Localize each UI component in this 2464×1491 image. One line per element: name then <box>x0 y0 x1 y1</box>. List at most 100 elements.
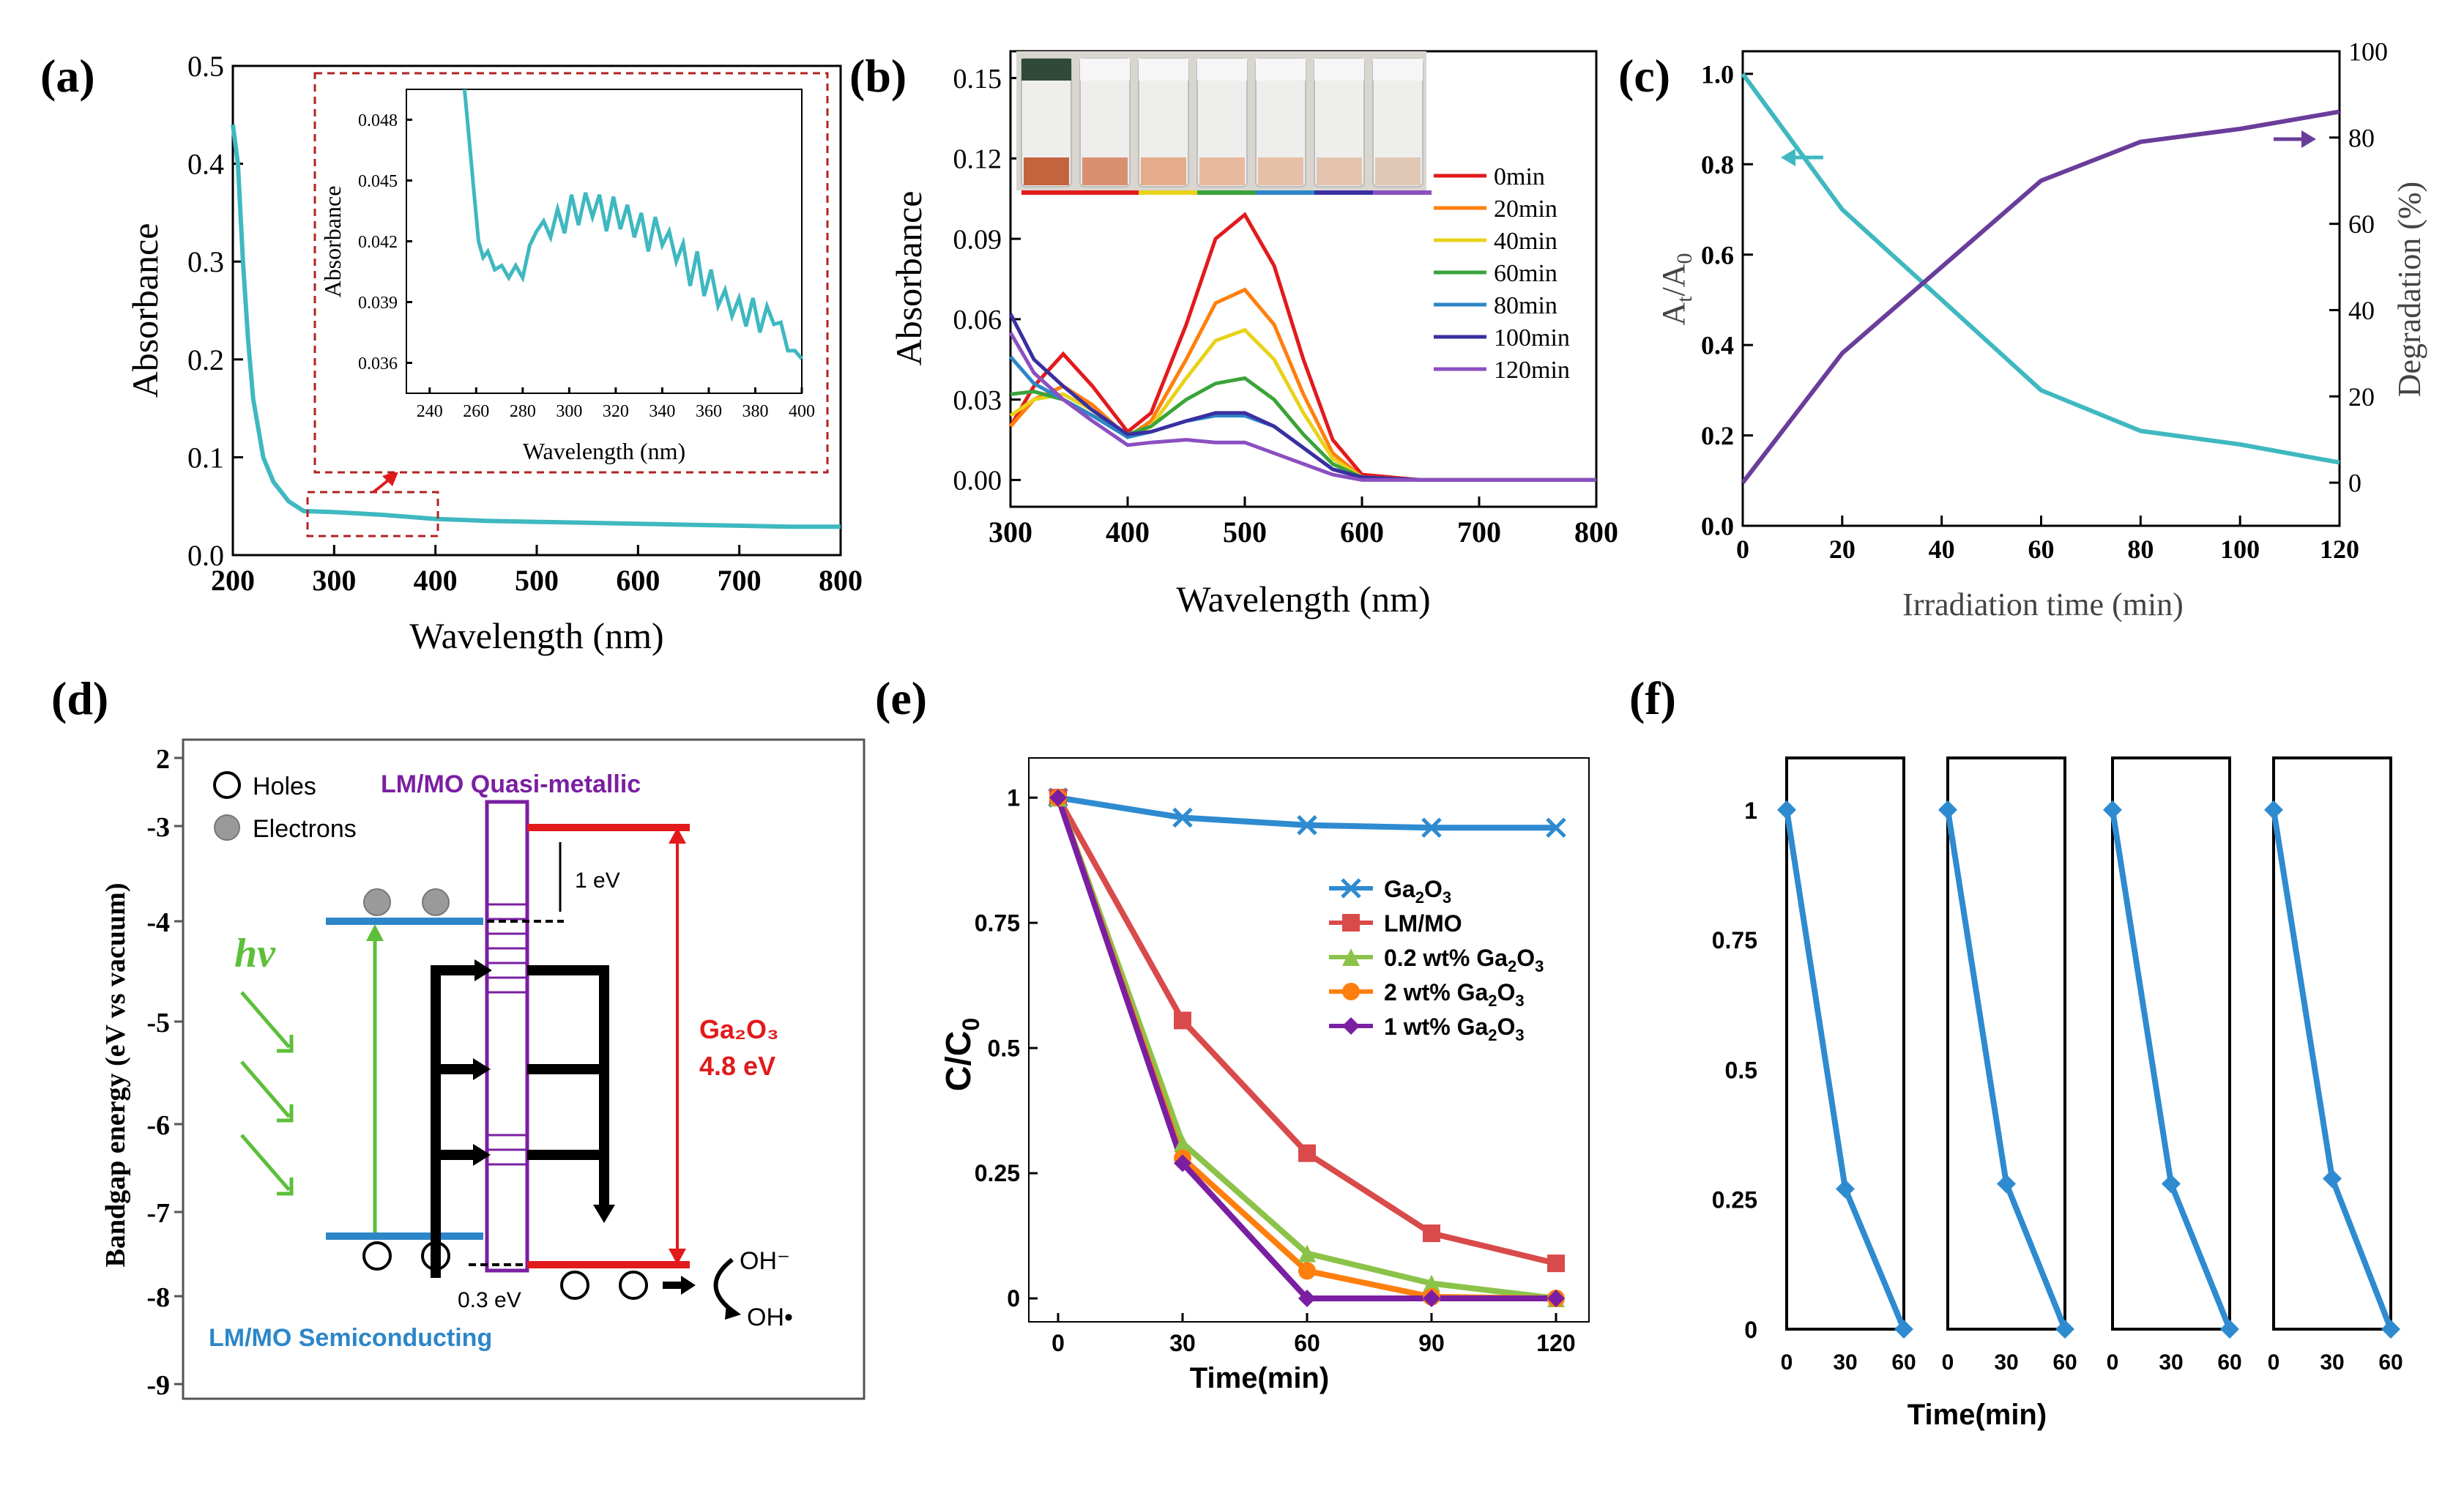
panel-e-legend-label: 0.2 wt% Ga2O3 <box>1384 945 1544 975</box>
panel-c-degradation-line <box>1741 109 2340 484</box>
panel-a-inset-ytick-label: 0.039 <box>358 294 398 313</box>
transfer-arrowhead-down <box>593 1205 615 1223</box>
panel-b-xtick-label: 800 <box>1574 516 1618 549</box>
panel-f-data-point <box>2220 1320 2239 1339</box>
panel-e-data-point <box>1547 1254 1565 1273</box>
panel-b-lines <box>1008 212 1596 482</box>
svg-text:C/C0: C/C0 <box>939 1018 984 1091</box>
panel-a-inset-xtick-label: 380 <box>742 402 768 421</box>
panel-d-frame <box>182 738 866 1400</box>
panel-a-inset-ylabel: Absorbance <box>319 186 346 298</box>
light-arrow <box>240 991 291 1049</box>
panel-c-ticks: 0 20 40 60 80 100 120 0.0 0.2 0.4 0.6 0.8 1.0 0 20 40 60… <box>1701 37 2388 564</box>
legend-formula-sub: 3 <box>1443 888 1451 907</box>
panel-f-data-point <box>1894 1320 1913 1339</box>
panel-e-data-point <box>1298 1290 1316 1307</box>
panel-e-ytick-label: 0.5 <box>988 1035 1020 1061</box>
panel-f-xtick-label: 30 <box>2320 1350 2344 1375</box>
vial-liquid <box>1141 157 1186 185</box>
vial-cap <box>1314 59 1364 81</box>
panel-a-ticks: 200 300 400 500 600 700 800 0.0 0.1 0.2 0.3 0.4 0.5 <box>187 50 863 597</box>
vial-color-stripe <box>1021 190 1080 195</box>
panel-b-ytick-label: 0.03 <box>953 385 1002 416</box>
panel-f-cycle-frame <box>2272 756 2392 1331</box>
panel-e-legend-marker <box>1341 878 1361 899</box>
panel-c-xtick-label: 80 <box>2127 535 2154 564</box>
panel-a-ytick-label: 0.2 <box>187 343 224 376</box>
panel-a-inset-ytick-label: 0.048 <box>358 111 398 130</box>
vial-color-stripe <box>1197 190 1256 195</box>
panel-c-right-arrowhead <box>2301 130 2316 148</box>
legend-formula-o: O <box>1497 1014 1516 1040</box>
panel-c-y2tick-label: 40 <box>2348 296 2375 325</box>
one-ev-label: 1 eV <box>575 869 620 893</box>
panel-c-ratio-line <box>1741 72 2340 465</box>
panel-f-data-point <box>2055 1320 2074 1339</box>
panel-b-legend-label: 120min <box>1494 357 1570 384</box>
panel-b-ticks: 300 400 500 600 700 800 0.00 0.03 0.06 0.09 0.12 0.… <box>953 64 1619 549</box>
quasi-metallic-label: LM/MO Quasi-metallic <box>381 770 641 798</box>
transfer-arrowhead-top <box>474 959 492 981</box>
light-arrow <box>240 1060 291 1118</box>
panel-a-zoom-arrowhead <box>382 470 399 486</box>
panel-c-xtick-label: 120 <box>2320 535 2359 564</box>
panel-f-data-point <box>1836 1179 1855 1199</box>
quasi-metallic-levels <box>487 903 527 1166</box>
vial-cap <box>1139 59 1188 81</box>
panel-c-ylabel-slash: /A <box>1656 264 1691 296</box>
panel-c-y2tick-label: 60 <box>2348 209 2375 239</box>
panel-a-ylabel: Absorbance <box>124 223 165 398</box>
vial-color-stripe <box>1314 190 1373 195</box>
panel-f-ytick-label: 0 <box>1744 1317 1757 1343</box>
panel-a-inset-xtick-label: 400 <box>789 402 815 421</box>
panel-e-data-point <box>1547 1290 1565 1307</box>
panel-c-xtick-label: 0 <box>1736 535 1749 564</box>
panel-f-ytick-label: 0.75 <box>1712 927 1757 953</box>
vial-cap <box>1256 59 1306 81</box>
panel-e-legend-label: Ga2O3 <box>1384 876 1451 907</box>
panel-f-xtick-label: 0 <box>1781 1350 1793 1375</box>
panel-e-legend-label: 2 wt% Ga2O3 <box>1384 979 1525 1010</box>
panel-a-letter: (a) <box>40 50 95 102</box>
panel-c-letter: (c) <box>1618 50 1670 102</box>
vial-liquid <box>1317 157 1362 185</box>
panel-c-xtick-label: 40 <box>1929 535 1955 564</box>
panel-e-legend-label: 1 wt% Ga2O3 <box>1384 1014 1525 1044</box>
legend-formula-o: O <box>1424 876 1443 902</box>
svg-text:At/A0: At/A0 <box>1656 253 1697 325</box>
vial-cap <box>1197 59 1247 81</box>
vial-liquid <box>1199 157 1245 185</box>
legend-formula-ga: Ga <box>1476 945 1508 971</box>
quasi-metallic-column <box>485 800 529 1273</box>
legend-label-prefix: 2 wt% <box>1384 979 1457 1005</box>
panel-a-xtick-label: 200 <box>211 564 255 597</box>
panel-d-letter: (d) <box>51 672 108 724</box>
panel-c-left-arrowhead <box>1781 149 1795 166</box>
panel-f-data-point <box>2323 1169 2342 1189</box>
panel-a-inset-xlabel: Wavelength (nm) <box>523 438 685 464</box>
vial-liquid <box>1258 157 1303 185</box>
electron-2 <box>422 888 450 916</box>
panel-f-data-point <box>1938 800 1957 819</box>
legend-formula-ga: Ga <box>1384 876 1415 902</box>
panel-e-ytick-label: 1 <box>1007 784 1020 811</box>
panel-b-legend-label: 20min <box>1494 196 1557 223</box>
panel-f-letter: (f) <box>1629 672 1676 724</box>
panel-a-ytick-label: 0.1 <box>187 441 224 474</box>
panel-f-data-point <box>2264 800 2283 819</box>
panel-c-xlabel: Irradiation time (min) <box>1902 587 2184 622</box>
legend-formula-sub: 2 <box>1415 888 1424 907</box>
panel-b-ytick-label: 0.06 <box>953 305 1002 335</box>
panel-f-data-point <box>2162 1174 2181 1194</box>
panel-e-ytick-label: 0.75 <box>975 910 1020 936</box>
transfer-arrowhead-mid <box>473 1058 491 1080</box>
excitation-arrowhead <box>366 924 384 941</box>
panel-b-legend: 0min 20min 40min 60min 80min 100min 120min <box>1434 163 1570 384</box>
legend-formula-ga: Ga <box>1457 979 1489 1005</box>
panel-f-xtick-label: 60 <box>2217 1350 2241 1375</box>
panel-e-xtick-label: 0 <box>1052 1330 1065 1356</box>
panel-f-xtick-label: 30 <box>2159 1350 2183 1375</box>
ga2o3-gap-arrow-top <box>669 828 686 844</box>
panel-b-vials <box>1021 58 1432 195</box>
